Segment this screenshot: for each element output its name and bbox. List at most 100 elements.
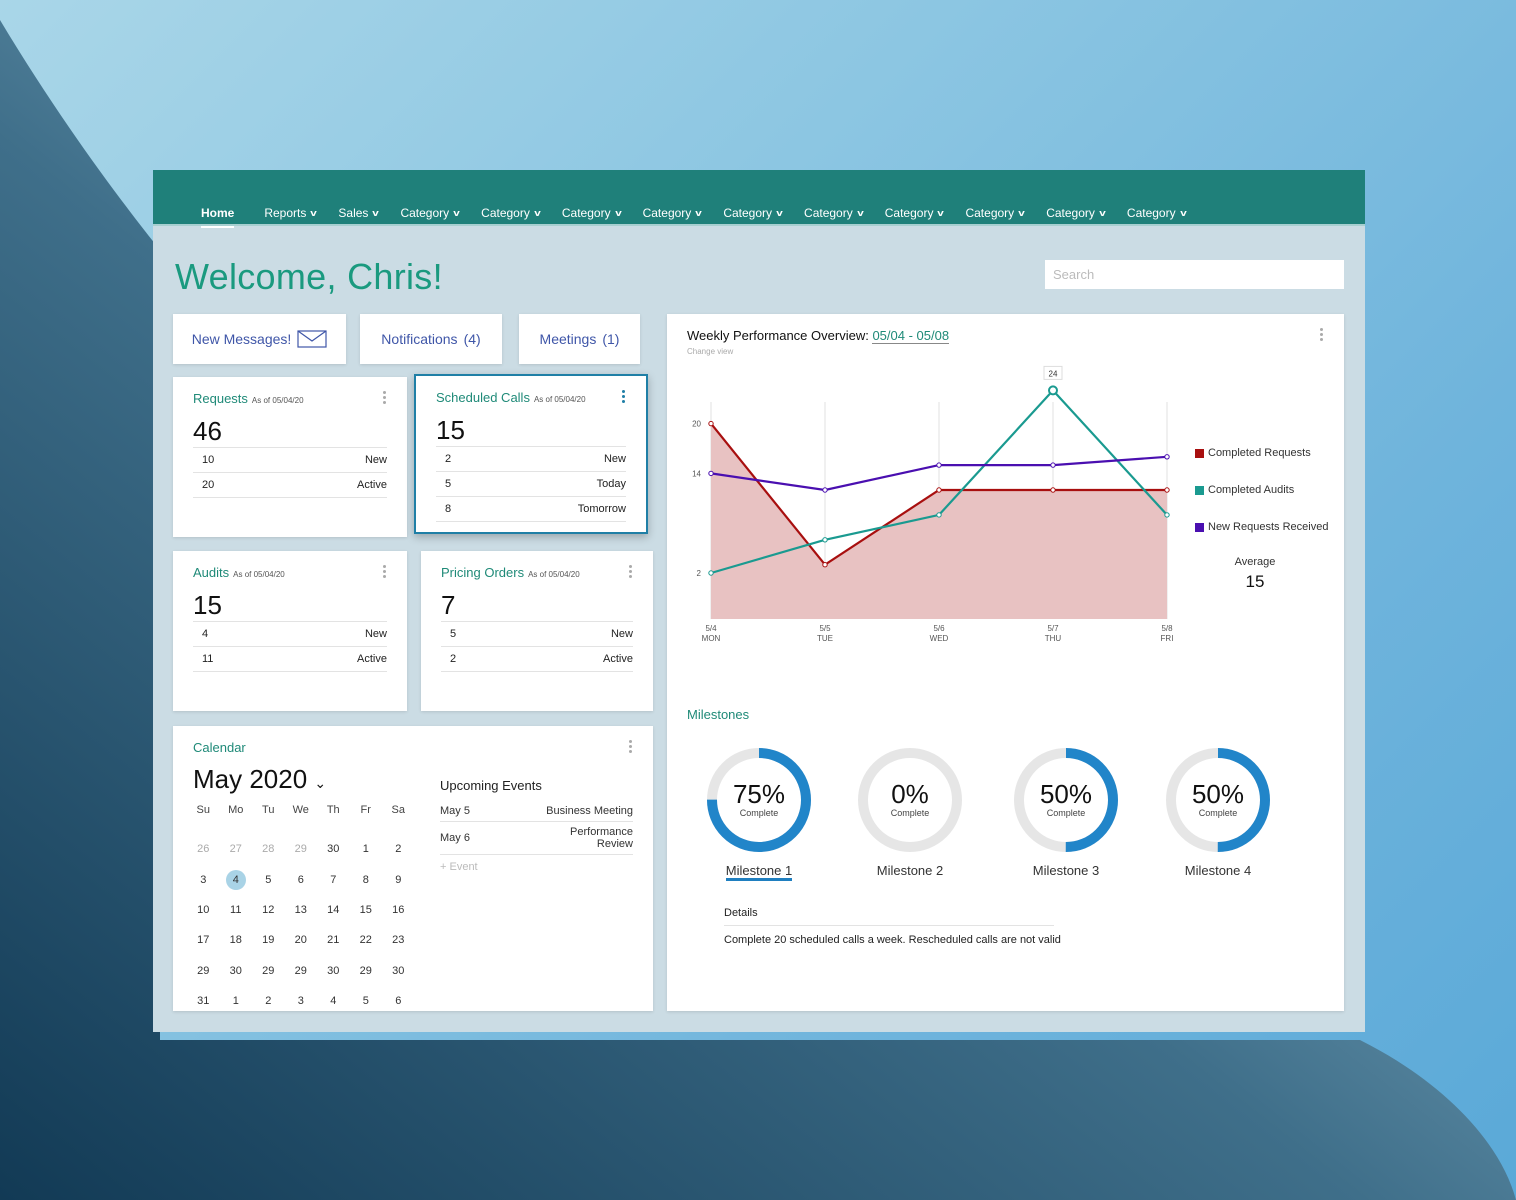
event-item[interactable]: May 6 Performance Review <box>440 822 633 855</box>
new-messages-button[interactable]: New Messages! <box>173 314 346 364</box>
calendar-day[interactable]: 11 <box>220 895 253 925</box>
nav-item-category-4[interactable]: Category v <box>481 206 540 220</box>
calendar-day[interactable]: 30 <box>317 834 350 864</box>
day-number: 15 <box>359 904 372 917</box>
milestone-3[interactable]: 50% Complete Milestone 3 <box>1006 740 1126 880</box>
average-label: Average <box>1234 556 1276 568</box>
nav-item-category-11[interactable]: Category v <box>1046 206 1105 220</box>
nav-item-category-3[interactable]: Category v <box>400 206 459 220</box>
calendar-day[interactable]: 22 <box>350 925 383 955</box>
data-point[interactable] <box>1164 512 1170 518</box>
calendar-day[interactable]: 9 <box>382 865 415 895</box>
change-view-link[interactable]: Change view <box>687 347 734 356</box>
calendar-day[interactable]: 5 <box>350 986 383 1016</box>
nav-item-reports-1[interactable]: Reports v <box>264 206 317 220</box>
calendar-day[interactable]: 28 <box>252 834 285 864</box>
data-point[interactable] <box>708 420 714 427</box>
calendar-day[interactable]: 3 <box>285 986 318 1016</box>
calendar-grid: Su Mo Tu We Th Fr Sa 26 27 28 29 30 1 2 3 4 5 6 7 8 9 10 11 12 1… <box>187 804 415 1016</box>
milestone-4[interactable]: 50% Complete Milestone 4 <box>1158 740 1278 880</box>
search-input[interactable] <box>1045 260 1344 289</box>
nav-item-category-10[interactable]: Category v <box>965 206 1024 220</box>
more-options-icon[interactable] <box>383 391 387 406</box>
nav-item-sales-2[interactable]: Sales v <box>338 206 379 220</box>
calendar-day[interactable]: 14 <box>317 895 350 925</box>
calendar-day[interactable]: 21 <box>317 925 350 955</box>
meetings-button[interactable]: Meetings (1) <box>519 314 640 364</box>
more-options-icon[interactable] <box>1320 328 1324 343</box>
calendar-day[interactable]: 1 <box>350 834 383 864</box>
calendar-day[interactable]: 30 <box>220 955 253 985</box>
nav-item-home-0[interactable]: Home <box>201 206 235 228</box>
calendar-day[interactable]: 12 <box>252 895 285 925</box>
data-point[interactable] <box>936 487 942 493</box>
data-point[interactable] <box>1164 487 1170 493</box>
nav-item-category-9[interactable]: Category v <box>885 206 944 220</box>
tooltip-box <box>1043 365 1063 380</box>
calendar-day[interactable]: 29 <box>187 955 220 985</box>
calendar-day[interactable]: 23 <box>382 925 415 955</box>
nav-item-category-6[interactable]: Category v <box>643 206 702 220</box>
calendar-day[interactable]: 30 <box>317 955 350 985</box>
calendar-day[interactable]: 19 <box>252 925 285 955</box>
calendar-day[interactable]: 6 <box>382 986 415 1016</box>
chevron-down-icon: v <box>695 208 703 218</box>
data-point[interactable] <box>1050 487 1056 493</box>
calendar-day[interactable]: 7 <box>317 865 350 895</box>
more-options-icon[interactable] <box>622 390 626 405</box>
calendar-day[interactable]: 4 <box>220 865 253 895</box>
more-options-icon[interactable] <box>383 565 387 580</box>
calendar-day[interactable]: 29 <box>350 955 383 985</box>
nav-item-category-5[interactable]: Category v <box>562 206 621 220</box>
calendar-day[interactable]: 5 <box>252 865 285 895</box>
data-point[interactable] <box>936 512 942 518</box>
calendar-day[interactable]: 16 <box>382 895 415 925</box>
more-options-icon[interactable] <box>629 740 633 755</box>
data-point[interactable] <box>822 562 828 568</box>
notifications-button[interactable]: Notifications (4) <box>360 314 502 364</box>
calendar-day[interactable]: 29 <box>252 955 285 985</box>
date-range-link[interactable]: 05/04 - 05/08 <box>872 328 950 344</box>
calendar-day[interactable]: 27 <box>220 834 253 864</box>
calendar-day[interactable]: 13 <box>285 895 318 925</box>
calendar-day[interactable]: 2 <box>382 834 415 864</box>
calendar-day[interactable]: 30 <box>382 955 415 985</box>
nav-item-label: Category <box>400 206 450 220</box>
data-point[interactable] <box>936 462 942 468</box>
calendar-day[interactable]: 18 <box>220 925 253 955</box>
calendar-day[interactable]: 26 <box>187 834 220 864</box>
more-options-icon[interactable] <box>629 565 633 580</box>
data-point[interactable] <box>708 470 714 477</box>
legend-item[interactable]: Completed Requests <box>1195 447 1311 459</box>
legend-item[interactable]: Completed Audits <box>1195 484 1294 496</box>
calendar-day[interactable]: 31 <box>187 986 220 1016</box>
nav-item-category-7[interactable]: Category v <box>723 206 782 220</box>
data-point[interactable] <box>1048 385 1058 396</box>
calendar-day[interactable]: 20 <box>285 925 318 955</box>
calendar-day[interactable]: 4 <box>317 986 350 1016</box>
month-selector[interactable]: May 2020 ⌄ <box>193 764 326 798</box>
calendar-day[interactable]: 29 <box>285 955 318 985</box>
event-item[interactable]: May 5 Business Meeting <box>440 801 633 822</box>
calendar-day[interactable]: 1 <box>220 986 253 1016</box>
calendar-day[interactable]: 6 <box>285 865 318 895</box>
calendar-day[interactable]: 3 <box>187 865 220 895</box>
nav-item-category-12[interactable]: Category v <box>1127 206 1186 220</box>
data-point[interactable] <box>822 537 828 543</box>
data-point[interactable] <box>1164 454 1170 460</box>
calendar-day[interactable]: 2 <box>252 986 285 1016</box>
data-point[interactable] <box>822 487 828 493</box>
calendar-day[interactable]: 15 <box>350 895 383 925</box>
calendar-day[interactable]: 17 <box>187 925 220 955</box>
calendar-day[interactable]: 29 <box>285 834 318 864</box>
calendar-day[interactable]: 8 <box>350 865 383 895</box>
legend-item[interactable]: New Requests Received <box>1195 521 1328 533</box>
data-point[interactable] <box>1050 462 1056 468</box>
envelope-icon <box>297 330 327 348</box>
calendar-day[interactable]: 10 <box>187 895 220 925</box>
milestone-2[interactable]: 0% Complete Milestone 2 <box>850 740 970 880</box>
nav-item-category-8[interactable]: Category v <box>804 206 863 220</box>
milestone-1[interactable]: 75% Complete Milestone 1 <box>699 740 819 881</box>
add-event-button[interactable]: + Event <box>440 861 633 873</box>
data-point[interactable] <box>708 570 714 576</box>
